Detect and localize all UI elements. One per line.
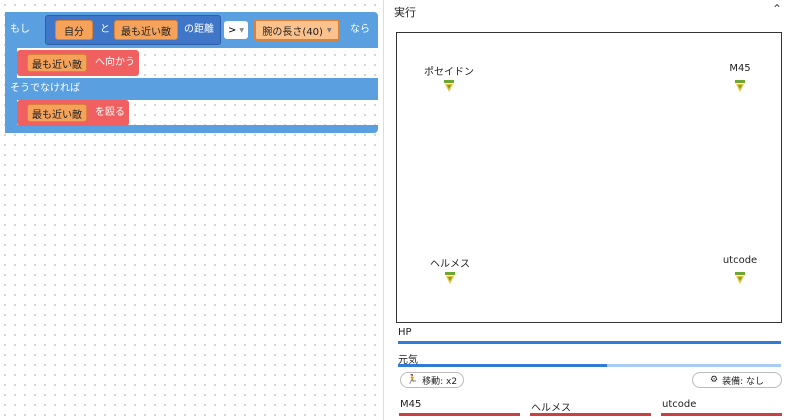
dropdown-arrow: ▼ bbox=[239, 26, 245, 34]
else-label: そうでなければ bbox=[10, 83, 80, 94]
icon bbox=[445, 272, 455, 284]
nearest-enemy-block[interactable]: 最も近い敵 bbox=[27, 104, 87, 122]
self-block[interactable]: 自分 bbox=[55, 20, 93, 40]
equipment-text: 装備: なし bbox=[722, 376, 764, 387]
operator-dropdown[interactable]: > ▼ bbox=[224, 21, 248, 39]
if-block-arm bbox=[5, 12, 17, 133]
if-block-end bbox=[5, 125, 378, 133]
code-editor: もし 自分 と 最も近い敵 の距離 > ▼ 腕の長さ(40) ▼ なら 最も近い敵 … bbox=[0, 0, 384, 420]
enemy-hp-bar bbox=[399, 413, 520, 416]
character-name: utcode bbox=[722, 255, 758, 266]
speed-button[interactable]: 🏃 移動: x2 bbox=[400, 372, 464, 388]
else-row bbox=[5, 78, 378, 100]
distance-label: の距離 bbox=[184, 24, 214, 35]
then-label: なら bbox=[350, 24, 370, 35]
character-icon bbox=[444, 77, 454, 92]
icon bbox=[735, 80, 745, 92]
character-icon bbox=[735, 77, 745, 92]
hp-bar bbox=[398, 341, 781, 344]
run-panel: 実行 ⌃ ポセイドン M45 ヘルメス utcode HP 元気 🏃 移動: x2 ⚙ 装… bbox=[386, 0, 800, 420]
icon bbox=[444, 80, 454, 92]
character-icon bbox=[735, 269, 745, 284]
arm-length-dropdown[interactable]: 腕の長さ(40) ▼ bbox=[254, 19, 340, 41]
character-name: ヘルメス bbox=[430, 259, 470, 270]
move-toward-label: へ向かう bbox=[95, 57, 135, 68]
operator: > bbox=[228, 24, 237, 36]
hp-label: HP bbox=[398, 327, 412, 338]
energy-label: 元気 bbox=[398, 355, 418, 366]
panel-title: 実行 bbox=[394, 6, 416, 19]
energy-bar bbox=[398, 364, 607, 367]
speed-text: 移動: x2 bbox=[422, 376, 458, 387]
gear-icon: ⚙ bbox=[710, 375, 719, 385]
icon bbox=[735, 272, 745, 284]
nearest-enemy-block[interactable]: 最も近い敵 bbox=[114, 20, 178, 40]
if-label: もし bbox=[10, 24, 30, 35]
character-name: M45 bbox=[729, 63, 751, 74]
dropdown-arrow: ▼ bbox=[326, 26, 332, 34]
enemy-name: utcode bbox=[662, 399, 697, 410]
punch-label: を殴る bbox=[95, 107, 125, 118]
collapse-button[interactable]: ⌃ bbox=[772, 2, 783, 16]
enemy-name: ヘルメス bbox=[531, 403, 571, 414]
equipment-button[interactable]: ⚙ 装備: なし bbox=[692, 372, 782, 388]
enemy-name: M45 bbox=[400, 399, 422, 410]
arm-length: 腕の長さ(40) bbox=[262, 26, 323, 38]
and-label: と bbox=[100, 24, 110, 35]
nearest-enemy-block[interactable]: 最も近い敵 bbox=[27, 54, 87, 72]
enemy-hp-bar bbox=[530, 413, 651, 416]
character-name: ポセイドン bbox=[424, 67, 474, 78]
character-icon bbox=[445, 269, 455, 284]
enemy-hp-bar bbox=[661, 413, 782, 416]
run-icon: 🏃 bbox=[406, 375, 419, 385]
game-stage: ポセイドン M45 ヘルメス utcode bbox=[396, 32, 782, 323]
